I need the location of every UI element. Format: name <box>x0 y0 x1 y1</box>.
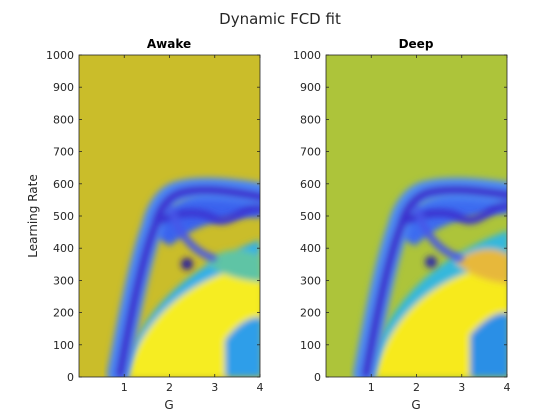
x-tick-label: 4 <box>257 381 264 394</box>
heatmap-image-deep <box>326 55 509 377</box>
y-tick-label: 0 <box>67 371 74 384</box>
y-axis-label-awake: Learning Rate <box>26 174 40 257</box>
heatmap-panel-deep: Deep 1 2 3 4 0 100 200 300 400 500 600 700 800 900 100… <box>293 37 511 412</box>
y-tick-label: 600 <box>300 178 321 191</box>
y-tick-label: 100 <box>300 339 321 352</box>
x-tick-label: 2 <box>166 381 173 394</box>
y-tick-label: 700 <box>53 146 74 159</box>
x-tick-label: 3 <box>211 381 218 394</box>
y-tick-label: 700 <box>300 146 321 159</box>
y-tick-label: 600 <box>53 178 74 191</box>
heatmap-min-spot <box>425 256 437 268</box>
y-tick-label: 400 <box>300 242 321 255</box>
figure-title: Dynamic FCD fit <box>219 10 341 28</box>
y-tick-label: 300 <box>300 274 321 287</box>
heatmap-min-spot <box>181 258 193 270</box>
x-tick-label: 2 <box>413 381 420 394</box>
x-tick-label: 4 <box>504 381 511 394</box>
y-tick-label: 200 <box>53 307 74 320</box>
x-axis-label-deep: G <box>411 398 420 412</box>
heatmap-panel-awake: Awake 1 2 3 4 0 100 200 300 400 500 600 700 800 900 10… <box>26 37 264 412</box>
y-tick-label: 300 <box>53 274 74 287</box>
y-tick-label: 1000 <box>46 49 74 62</box>
x-tick-label: 1 <box>368 381 375 394</box>
y-tick-label: 1000 <box>293 49 321 62</box>
y-tick-label: 900 <box>300 81 321 94</box>
panel-title-awake: Awake <box>147 37 191 51</box>
y-tick-label: 500 <box>300 210 321 223</box>
y-tick-label: 200 <box>300 307 321 320</box>
y-tick-label: 900 <box>53 81 74 94</box>
y-tick-label: 500 <box>53 210 74 223</box>
x-tick-label: 3 <box>458 381 465 394</box>
y-tick-label: 400 <box>53 242 74 255</box>
panel-title-deep: Deep <box>399 37 434 51</box>
y-tick-label: 0 <box>314 371 321 384</box>
heatmap-image-awake <box>79 55 262 377</box>
x-axis-label-awake: G <box>164 398 173 412</box>
y-tick-label: 800 <box>53 113 74 126</box>
x-tick-label: 1 <box>121 381 128 394</box>
y-tick-label: 800 <box>300 113 321 126</box>
y-tick-label: 100 <box>53 339 74 352</box>
